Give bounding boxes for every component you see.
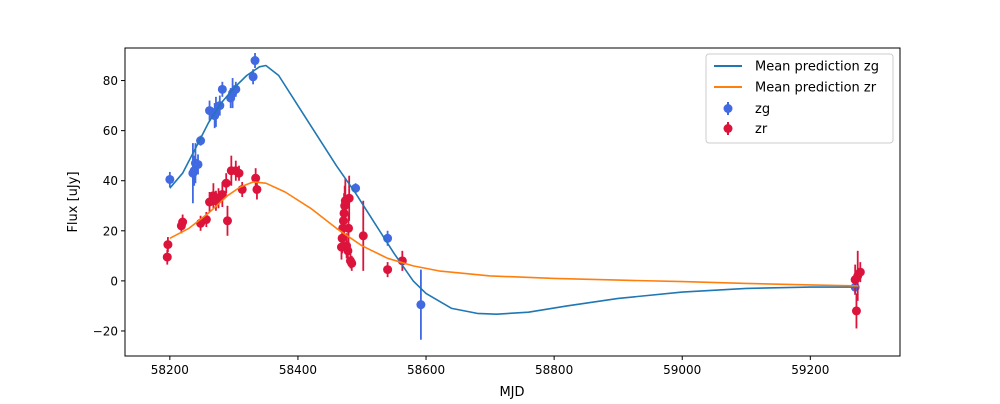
data-point-zr bbox=[344, 223, 354, 233]
legend: Mean prediction zg Mean prediction zr zg… bbox=[705, 53, 894, 144]
x-axis-ticks: 58200 58400 58600 58800 59000 59200 bbox=[151, 356, 829, 377]
series-zr-points bbox=[162, 155, 865, 329]
data-point-zr bbox=[178, 217, 188, 227]
series-line-mean-prediction-zg bbox=[169, 64, 859, 315]
data-point-zr bbox=[221, 178, 231, 188]
y-tick-label: 80 bbox=[103, 74, 118, 88]
legend-label-zg-line: Mean prediction zg bbox=[755, 60, 879, 75]
data-point-zg bbox=[248, 72, 258, 82]
data-point-zr bbox=[343, 246, 353, 256]
data-point-zg bbox=[165, 174, 175, 184]
x-tick-label: 58400 bbox=[279, 363, 317, 377]
data-point-zr bbox=[855, 267, 865, 277]
y-axis-ticks: −20 0 20 40 60 80 bbox=[93, 74, 125, 338]
x-axis-label: MJD bbox=[499, 385, 524, 400]
data-point-zg bbox=[231, 84, 241, 94]
legend-label-zg: zg bbox=[755, 102, 770, 117]
data-marks bbox=[162, 53, 865, 340]
data-point-zr bbox=[251, 173, 261, 183]
data-point-zr bbox=[851, 306, 861, 316]
legend-label-zr: zr bbox=[755, 122, 768, 137]
data-point-zg bbox=[416, 300, 426, 310]
data-point-zr bbox=[234, 168, 244, 178]
data-point-zg bbox=[217, 84, 227, 94]
y-tick-label: 60 bbox=[103, 124, 118, 138]
data-point-zr bbox=[252, 184, 262, 194]
series-line-mean-prediction-zr bbox=[169, 181, 859, 287]
data-point-zr bbox=[344, 193, 354, 203]
legend-swatch-zr-marker bbox=[723, 124, 733, 133]
y-tick-label: 40 bbox=[103, 174, 118, 188]
data-point-zr bbox=[162, 252, 172, 262]
x-tick-label: 59000 bbox=[663, 363, 701, 377]
y-tick-label: −20 bbox=[93, 324, 118, 338]
legend-swatch-zg-marker bbox=[723, 104, 733, 113]
y-tick-label: 0 bbox=[110, 274, 118, 288]
legend-label-zr-line: Mean prediction zr bbox=[755, 81, 877, 96]
data-point-zr bbox=[222, 216, 232, 226]
series-zg-points bbox=[165, 53, 860, 340]
x-tick-label: 58600 bbox=[407, 363, 445, 377]
data-point-zr bbox=[383, 265, 393, 275]
data-point-zg bbox=[193, 159, 203, 169]
data-point-zr bbox=[163, 240, 173, 250]
x-tick-label: 58800 bbox=[535, 363, 573, 377]
plot-area bbox=[162, 53, 865, 340]
data-point-zr bbox=[217, 189, 227, 199]
y-tick-label: 20 bbox=[103, 224, 118, 238]
data-point-zr bbox=[347, 258, 357, 268]
plot-frame bbox=[124, 47, 901, 357]
x-tick-label: 59200 bbox=[791, 363, 829, 377]
y-axis-label: Flux [uJy] bbox=[66, 171, 81, 232]
data-point-zg bbox=[250, 56, 260, 66]
legend-frame bbox=[705, 53, 894, 144]
x-tick-label: 58200 bbox=[151, 363, 189, 377]
data-point-zr bbox=[358, 231, 368, 241]
